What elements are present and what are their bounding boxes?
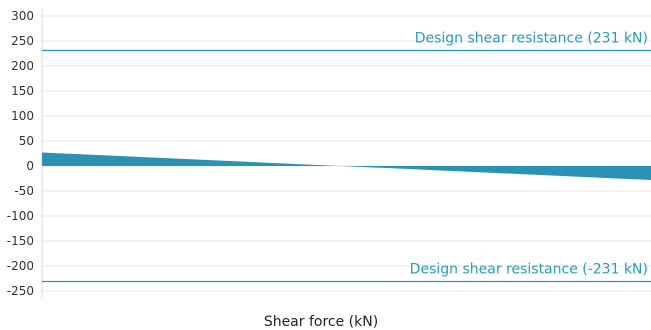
y-tick-label: -200 bbox=[7, 259, 34, 273]
y-tick-label: -100 bbox=[7, 209, 34, 223]
reference-line-label: Design shear resistance (231 kN) bbox=[415, 31, 648, 47]
y-tick-label: -150 bbox=[7, 234, 34, 248]
y-tick-label: 0 bbox=[26, 159, 34, 173]
y-tick-label: 150 bbox=[11, 84, 34, 98]
y-tick-label: 50 bbox=[19, 134, 34, 148]
y-tick-labels: 300 250 200 150 100 50 0 -50 -100 -150 -200 -250 bbox=[7, 9, 34, 298]
y-tick-label: -50 bbox=[14, 184, 34, 198]
reference-line-label: Design shear resistance (-231 kN) bbox=[410, 262, 648, 278]
y-tick-label: 300 bbox=[11, 9, 34, 23]
y-tick-label: 100 bbox=[11, 109, 34, 123]
y-tick-label: 200 bbox=[11, 59, 34, 73]
y-tick-label: -250 bbox=[7, 284, 34, 298]
x-axis-title: Shear force (kN) bbox=[264, 314, 378, 330]
grid-layer bbox=[42, 15, 651, 292]
series-layer bbox=[42, 152, 651, 180]
reference-lines-layer: Design shear resistance (231 kN) Design s… bbox=[42, 31, 651, 283]
y-tick-label: 250 bbox=[11, 34, 34, 48]
shear-force-area bbox=[42, 152, 651, 180]
